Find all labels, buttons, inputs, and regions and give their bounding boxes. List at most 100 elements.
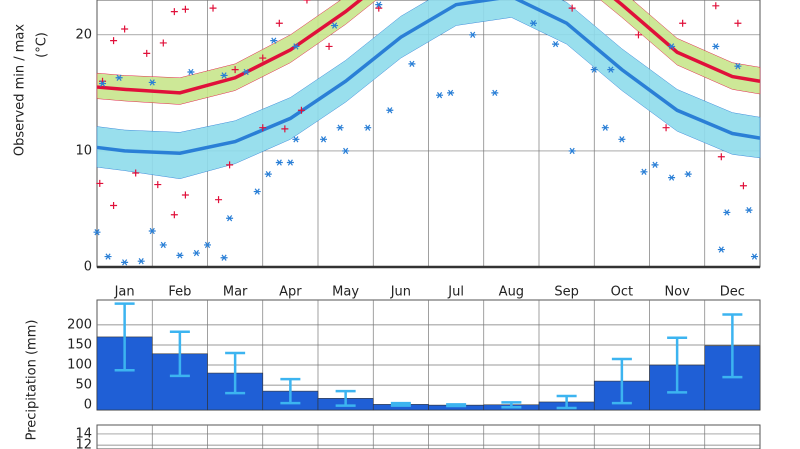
observed-point	[668, 43, 676, 50]
observed-point	[121, 259, 129, 266]
y-tick-label: 0	[84, 260, 92, 275]
y-label: Observed min / max	[13, 24, 28, 156]
observed-point	[215, 196, 223, 204]
x-tick-label: Dec	[720, 285, 745, 300]
observed-point	[651, 161, 659, 169]
observed-point	[590, 66, 598, 73]
observed-point	[303, 0, 311, 4]
observed-point	[159, 241, 167, 249]
observed-point	[568, 147, 576, 155]
range-band	[96, 0, 761, 105]
observed-point	[275, 159, 283, 166]
error-bar	[556, 394, 577, 410]
observed-point	[375, 1, 383, 8]
x-tick-label: Feb	[168, 285, 191, 300]
observed-point	[331, 22, 339, 29]
observed-point	[170, 8, 178, 16]
observed-point	[192, 249, 200, 257]
observed-point	[110, 37, 118, 45]
y-tick-label: 200	[67, 317, 92, 332]
mean-line	[96, 0, 761, 95]
x-tick-label: Jul	[447, 285, 464, 300]
observed-point	[745, 206, 753, 214]
y-label: (°C)	[35, 32, 50, 58]
observed-point	[159, 39, 167, 47]
mean-line	[96, 0, 761, 155]
observed-point	[286, 159, 294, 166]
observed-point	[552, 40, 560, 48]
observed-point	[618, 136, 626, 143]
error-bar	[667, 336, 688, 394]
observed-point	[181, 5, 189, 13]
x-tick-label: Oct	[611, 285, 633, 300]
observed-point	[601, 124, 609, 131]
observed-point	[717, 246, 725, 253]
observed-point	[226, 161, 234, 169]
observed-point	[259, 124, 267, 132]
observed-point	[292, 43, 300, 50]
observed-point	[734, 63, 742, 70]
x-tick-label: May	[332, 285, 359, 300]
observed-point	[148, 227, 156, 235]
observed-point	[96, 179, 104, 187]
x-tick-label: Nov	[664, 285, 690, 300]
observed-point	[93, 229, 101, 236]
observed-point	[154, 181, 162, 189]
observed-point	[143, 49, 151, 57]
observed-point	[242, 68, 250, 76]
observed-point	[226, 215, 234, 222]
observed-point	[264, 170, 272, 178]
observed-point	[115, 74, 123, 81]
y-tick-label: 150	[67, 337, 92, 352]
observed-point	[132, 169, 140, 177]
observed-point	[176, 252, 184, 259]
observed-point	[723, 209, 731, 216]
y-label: Precipitation (mm)	[25, 320, 40, 441]
observed-point	[259, 54, 267, 62]
observed-point	[297, 106, 305, 114]
observed-point	[320, 136, 328, 143]
observed-point	[170, 211, 178, 219]
observed-point	[336, 124, 344, 131]
error-bar	[390, 401, 411, 407]
observed-point	[717, 153, 725, 161]
y-tick-label: 50	[75, 378, 92, 393]
bar	[96, 336, 153, 411]
observed-point	[220, 254, 228, 261]
observed-point	[734, 19, 742, 27]
observed-point	[739, 182, 747, 190]
observed-point	[253, 188, 261, 195]
error-bar	[446, 403, 467, 408]
observed-point	[447, 89, 455, 97]
observed-point	[436, 92, 444, 99]
error-bar	[114, 302, 135, 372]
observed-point	[529, 20, 537, 27]
y-tick-label: 20	[75, 27, 92, 42]
observed-point	[204, 241, 211, 249]
observed-point	[121, 25, 129, 33]
observed-point	[364, 124, 372, 131]
y-tick-label: 10	[75, 143, 92, 158]
x-tick-label: Apr	[279, 285, 302, 300]
error-bar	[722, 313, 743, 379]
observed-point	[679, 19, 687, 27]
observed-point	[231, 66, 239, 74]
y-tick-label: 12	[75, 438, 92, 449]
observed-point	[568, 4, 576, 12]
observed-point	[640, 168, 648, 175]
observed-point	[408, 60, 416, 68]
observed-point	[491, 89, 499, 97]
observed-point	[342, 147, 350, 155]
observed-point	[275, 19, 283, 27]
observed-point	[386, 107, 394, 114]
observed-point	[137, 258, 145, 265]
observed-point	[668, 174, 676, 181]
observed-point	[148, 79, 156, 86]
observed-point	[662, 124, 670, 132]
observed-point	[325, 42, 333, 50]
y-tick-label: 14	[75, 426, 92, 441]
x-tick-label: Aug	[499, 285, 524, 300]
y-tick-label: 0	[84, 398, 92, 413]
error-bar	[280, 377, 301, 405]
